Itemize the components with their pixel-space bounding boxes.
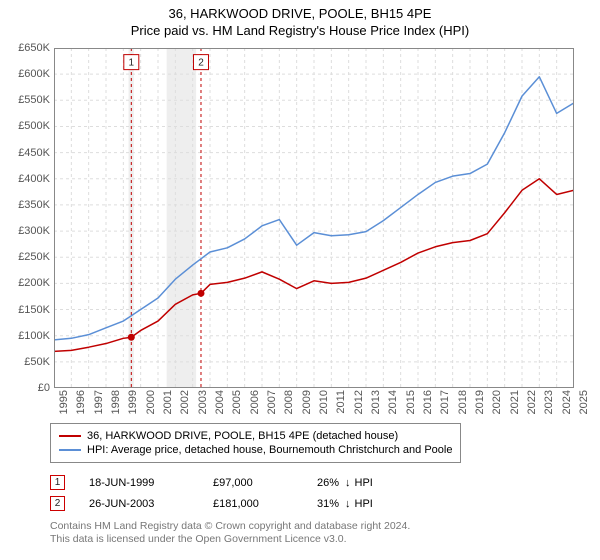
x-tick-label: 2024	[557, 390, 573, 414]
title-line1: 36, HARKWOOD DRIVE, POOLE, BH15 4PE	[0, 6, 600, 23]
title-block: 36, HARKWOOD DRIVE, POOLE, BH15 4PE Pric…	[0, 0, 600, 40]
x-tick-label: 2004	[210, 390, 226, 414]
y-tick-label: £0	[6, 382, 54, 394]
sale-date: 18-JUN-1999	[89, 477, 189, 489]
x-tick-label: 2002	[175, 390, 191, 414]
y-tick-label: £300K	[6, 225, 54, 237]
legend-label: 36, HARKWOOD DRIVE, POOLE, BH15 4PE (det…	[87, 430, 398, 442]
x-tick-label: 2018	[453, 390, 469, 414]
y-tick-label: £450K	[6, 147, 54, 159]
y-tick-label: £50K	[6, 356, 54, 368]
sale-diff-suffix: HPI	[355, 477, 373, 489]
legend-label: HPI: Average price, detached house, Bour…	[87, 444, 452, 456]
x-tick-label: 2017	[435, 390, 451, 414]
sale-diff-pct: 31%	[317, 498, 339, 510]
x-tick-label: 1995	[54, 390, 70, 414]
attribution-line2: This data is licensed under the Open Gov…	[50, 533, 410, 546]
y-tick-label: £150K	[6, 304, 54, 316]
x-tick-label: 2012	[349, 390, 365, 414]
x-tick-label: 1997	[89, 390, 105, 414]
x-tick-label: 2023	[539, 390, 555, 414]
x-tick-label: 1998	[106, 390, 122, 414]
sale-marker: 1	[50, 475, 65, 490]
down-arrow-icon: ↓	[345, 477, 351, 489]
x-tick-label: 2009	[297, 390, 313, 414]
x-tick-label: 2011	[331, 390, 347, 414]
x-tick-label: 2007	[262, 390, 278, 414]
svg-text:2: 2	[198, 58, 204, 69]
legend: 36, HARKWOOD DRIVE, POOLE, BH15 4PE (det…	[50, 423, 461, 463]
chart-area: 12 £0£50K£100K£150K£200K£250K£300K£350K£…	[54, 48, 574, 388]
svg-text:1: 1	[129, 58, 135, 69]
x-tick-label: 2022	[522, 390, 538, 414]
chart-container: 36, HARKWOOD DRIVE, POOLE, BH15 4PE Pric…	[0, 0, 600, 560]
x-tick-label: 2020	[487, 390, 503, 414]
chart-svg: 12	[54, 48, 574, 388]
y-tick-label: £500K	[6, 120, 54, 132]
x-tick-label: 2005	[227, 390, 243, 414]
sale-diff: 26% ↓ HPI	[317, 477, 373, 489]
x-tick-label: 1999	[123, 390, 139, 414]
x-tick-label: 2015	[401, 390, 417, 414]
y-tick-label: £250K	[6, 251, 54, 263]
legend-swatch	[59, 449, 81, 451]
x-tick-label: 2010	[314, 390, 330, 414]
down-arrow-icon: ↓	[345, 498, 351, 510]
y-tick-label: £600K	[6, 68, 54, 80]
y-tick-label: £350K	[6, 199, 54, 211]
sales-table: 1 18-JUN-1999 £97,000 26% ↓ HPI 2 26-JUN-2003 £1…	[50, 472, 373, 514]
y-tick-label: £100K	[6, 330, 54, 342]
legend-row: HPI: Average price, detached house, Bour…	[59, 443, 452, 457]
x-tick-label: 2008	[279, 390, 295, 414]
y-tick-label: £400K	[6, 173, 54, 185]
x-tick-label: 2025	[574, 390, 590, 414]
x-tick-label: 2013	[366, 390, 382, 414]
attribution: Contains HM Land Registry data © Crown c…	[50, 520, 410, 546]
legend-row: 36, HARKWOOD DRIVE, POOLE, BH15 4PE (det…	[59, 429, 452, 443]
sale-price: £97,000	[213, 477, 293, 489]
sale-marker: 2	[50, 496, 65, 511]
sale-row: 1 18-JUN-1999 £97,000 26% ↓ HPI	[50, 472, 373, 493]
sale-diff: 31% ↓ HPI	[317, 498, 373, 510]
title-line2: Price paid vs. HM Land Registry's House …	[0, 23, 600, 40]
y-tick-label: £650K	[6, 42, 54, 54]
x-tick-label: 2001	[158, 390, 174, 414]
attribution-line1: Contains HM Land Registry data © Crown c…	[50, 520, 410, 533]
sale-price: £181,000	[213, 498, 293, 510]
x-tick-label: 2014	[383, 390, 399, 414]
sale-diff-pct: 26%	[317, 477, 339, 489]
x-tick-label: 2016	[418, 390, 434, 414]
x-tick-label: 2006	[245, 390, 261, 414]
x-tick-label: 2021	[505, 390, 521, 414]
sale-date: 26-JUN-2003	[89, 498, 189, 510]
sale-diff-suffix: HPI	[355, 498, 373, 510]
x-tick-label: 2019	[470, 390, 486, 414]
x-tick-label: 2003	[193, 390, 209, 414]
legend-swatch	[59, 435, 81, 437]
sale-row: 2 26-JUN-2003 £181,000 31% ↓ HPI	[50, 493, 373, 514]
x-tick-label: 1996	[71, 390, 87, 414]
x-tick-label: 2000	[141, 390, 157, 414]
y-tick-label: £550K	[6, 94, 54, 106]
y-tick-label: £200K	[6, 277, 54, 289]
